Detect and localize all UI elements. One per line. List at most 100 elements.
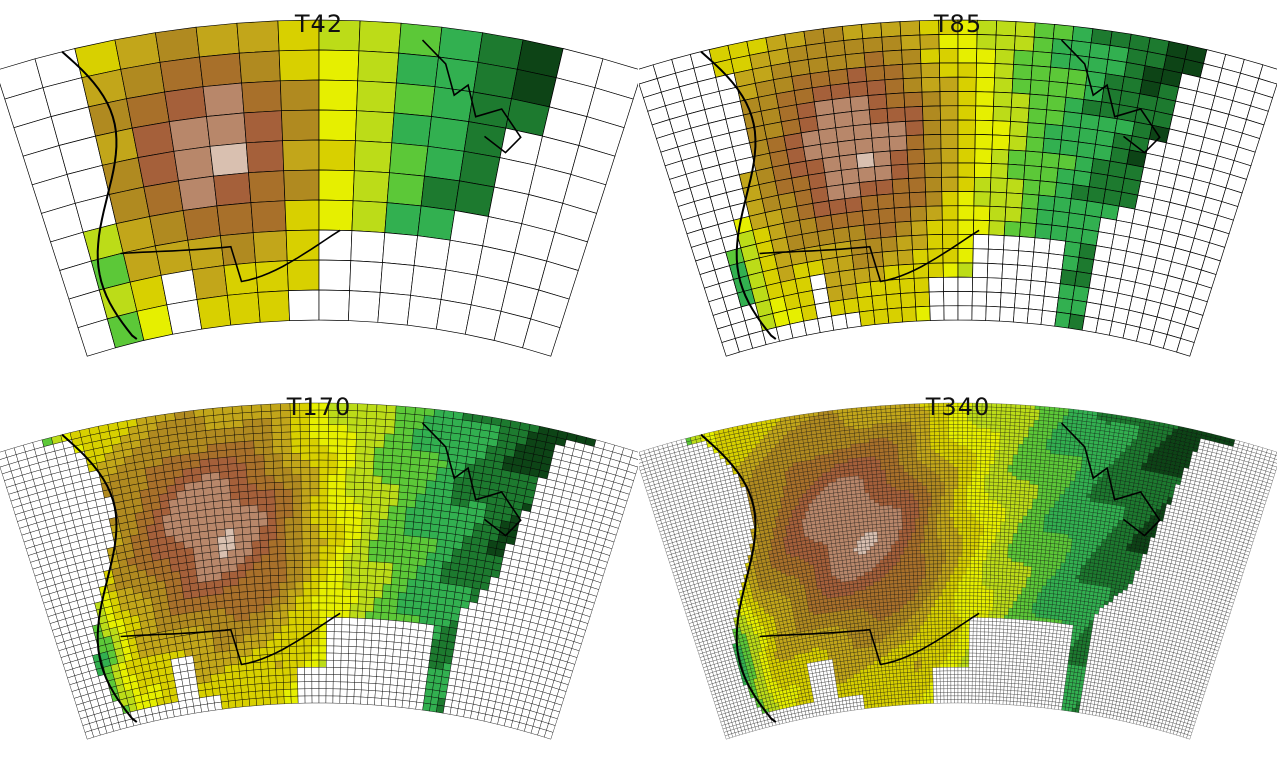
grid-cell: [252, 230, 288, 263]
grid-cell: [343, 553, 353, 561]
grid-cell: [972, 262, 989, 279]
grid-cell: [354, 667, 363, 676]
grid-cell: [300, 438, 310, 447]
grid-cell: [238, 50, 281, 84]
grid-cell: [891, 178, 910, 195]
grid-cell: [807, 438, 813, 443]
grid-cell: [224, 607, 234, 616]
grid-cell: [437, 589, 448, 599]
grid-cell: [192, 603, 202, 613]
grid-cell: [336, 495, 346, 504]
grid-cell: [373, 604, 382, 613]
grid-cell: [310, 545, 320, 554]
grid-cell: [354, 474, 365, 483]
grid-cell: [214, 514, 225, 524]
grid-cell: [318, 502, 329, 511]
grid-cell: [286, 581, 296, 590]
grid-cell: [423, 695, 432, 705]
grid-cell: [350, 230, 386, 263]
grid-cell: [820, 141, 840, 159]
grid-cell: [389, 491, 400, 500]
grid-cell: [375, 568, 385, 578]
grid-cell: [396, 505, 407, 515]
grid-cell: [1024, 422, 1030, 428]
grid-cell: [1014, 422, 1020, 427]
grid-cell: [821, 436, 827, 441]
grid-cell: [182, 475, 194, 484]
grid-cell: [441, 496, 453, 506]
grid-cell: [178, 504, 189, 514]
grid-cell: [304, 688, 313, 697]
grid-cell: [407, 485, 418, 494]
grid-cell: [386, 172, 425, 207]
grid-cell: [263, 460, 274, 470]
grid-cell: [210, 472, 221, 481]
grid-cell: [1028, 423, 1035, 428]
grid-cell: [830, 212, 849, 230]
grid-cell: [442, 489, 454, 499]
grid-cell: [925, 191, 943, 207]
grid-cell: [364, 611, 374, 620]
grid-cell: [345, 474, 356, 483]
grid-cell: [209, 608, 219, 618]
grid-cell: [180, 453, 191, 463]
grid-cell: [1084, 435, 1090, 441]
grid-cell: [279, 603, 289, 612]
grid-cell: [1042, 431, 1048, 436]
grid-cell: [1010, 106, 1030, 123]
grid-cell: [236, 641, 245, 651]
grid-cell: [428, 537, 438, 547]
grid-cells: [639, 402, 1277, 740]
grid-cell: [374, 432, 386, 442]
grid-cell: [1074, 271, 1092, 289]
grid-cell: [891, 426, 897, 431]
grid-cell: [1048, 66, 1070, 84]
grid-cell: [1079, 113, 1100, 131]
grid-cell: [201, 480, 213, 489]
grid-cell: [286, 588, 296, 597]
grid-cell: [1053, 196, 1072, 214]
grid-cell: [235, 548, 245, 558]
grid-cell: [187, 510, 198, 520]
grid-cell: [230, 498, 241, 508]
grid-cell: [429, 451, 440, 461]
grid-cell: [1056, 297, 1073, 315]
grid-cell: [196, 509, 207, 519]
grid-cell: [1076, 420, 1083, 425]
grid-cell: [203, 674, 212, 684]
grid-cell: [309, 474, 320, 482]
grid-cell: [241, 612, 250, 622]
grid-cell: [357, 603, 367, 612]
grid-cell: [436, 538, 447, 548]
grid-cell: [260, 668, 269, 677]
grid-cell: [385, 648, 394, 657]
grid-cell: [326, 552, 336, 561]
grid-cell: [372, 618, 381, 627]
grid-cell: [939, 91, 959, 107]
grid-cell: [415, 644, 425, 653]
grid-cell: [160, 269, 198, 306]
grid-cell: [384, 202, 422, 237]
grid-cell: [1075, 427, 1082, 432]
grid-cell: [291, 452, 301, 461]
grid-cell: [318, 289, 350, 321]
grid-cell: [991, 134, 1011, 151]
grid-cell: [395, 620, 404, 629]
grid-cell: [427, 609, 437, 619]
grid-cell: [179, 569, 190, 579]
grid-cell: [971, 305, 987, 321]
grid-cell: [290, 424, 301, 433]
grid-cell: [973, 191, 991, 207]
grid-cell: [1017, 250, 1035, 267]
grid-cell: [250, 200, 287, 233]
grid-cell: [216, 442, 227, 452]
grid-cell: [971, 431, 977, 436]
grid-cell: [848, 422, 854, 427]
grid-cell: [318, 495, 328, 504]
grid-cell: [881, 35, 902, 52]
grid-cell: [164, 86, 207, 122]
grid-cell: [1086, 287, 1105, 305]
grid-cell: [190, 640, 200, 649]
grid-cell: [187, 618, 197, 628]
grid-cell: [853, 421, 859, 427]
